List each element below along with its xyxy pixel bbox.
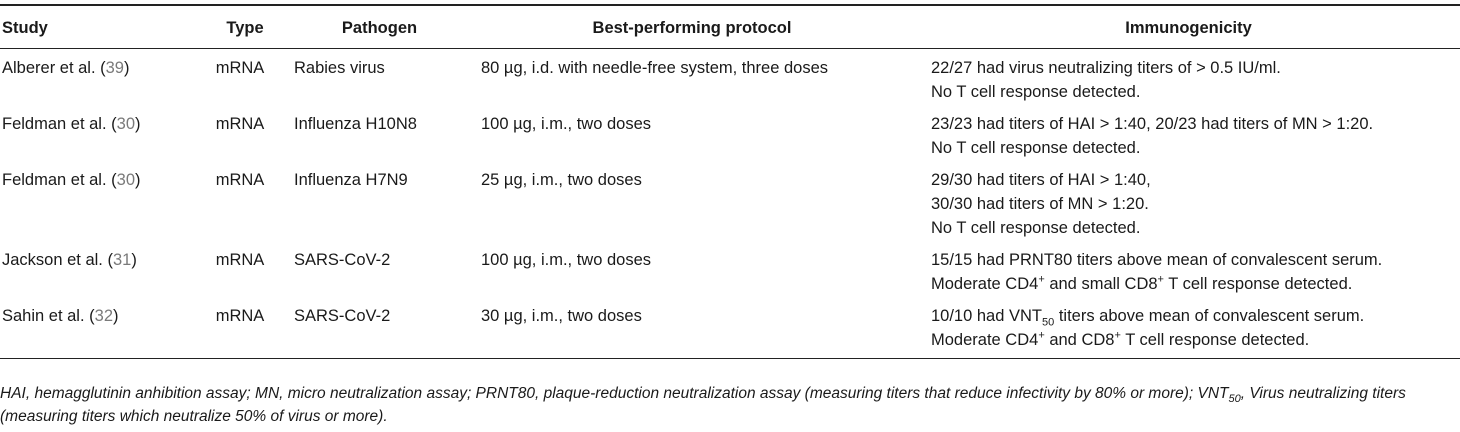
cell-study: Jackson et al. (31) xyxy=(0,241,198,297)
table-row: Feldman et al. (30) mRNA Influenza H10N8… xyxy=(0,105,1460,161)
immunogenicity-line: 29/30 had titers of HAI > 1:40, xyxy=(931,171,1151,189)
header-study: Study xyxy=(0,4,198,49)
reference-link[interactable]: 39 xyxy=(105,59,124,77)
subscript: 50 xyxy=(1042,316,1055,329)
reference-link[interactable]: 30 xyxy=(116,115,135,133)
cell-pathogen: SARS-CoV-2 xyxy=(294,251,391,269)
immunogenicity-line: No T cell response detected. xyxy=(931,219,1141,237)
immunogenicity-line: Moderate CD4+ and small CD8+ T cell resp… xyxy=(931,272,1460,296)
immunogenicity-line: Moderate CD4+ and CD8+ T cell response d… xyxy=(931,328,1460,352)
study-text-close: ) xyxy=(135,171,141,189)
study-text: Jackson et al. ( xyxy=(2,251,113,269)
study-text: Feldman et al. ( xyxy=(2,115,117,133)
cell-type: mRNA xyxy=(198,297,292,359)
table-row: Jackson et al. (31) mRNA SARS-CoV-2 100 … xyxy=(0,241,1460,297)
cell-immunogenicity: 15/15 had PRNT80 titers above mean of co… xyxy=(917,241,1460,297)
cell-pathogen: Influenza H7N9 xyxy=(294,171,408,189)
study-text: Alberer et al. ( xyxy=(2,59,106,77)
immunogenicity-line: No T cell response detected. xyxy=(931,83,1141,101)
header-type: Type xyxy=(198,4,292,49)
immunogenicity-line: 23/23 had titers of HAI > 1:40, 20/23 ha… xyxy=(931,115,1374,133)
table-row: Alberer et al. (39) mRNA Rabies virus 80… xyxy=(0,49,1460,106)
immunogenicity-text: T cell response detected. xyxy=(1120,331,1310,349)
reference-link[interactable]: 30 xyxy=(116,171,135,189)
study-text-close: ) xyxy=(123,59,130,77)
study-text-close: ) xyxy=(113,307,119,325)
immunogenicity-text: Moderate CD4 xyxy=(931,275,1039,293)
table-footnote: HAI, hemagglutinin anhibition assay; MN,… xyxy=(0,382,1455,428)
cell-pathogen: Influenza H10N8 xyxy=(294,115,417,133)
header-pathogen: Pathogen xyxy=(292,4,467,49)
reference-link[interactable]: 32 xyxy=(94,307,113,325)
header-protocol: Best-performing protocol xyxy=(467,4,917,49)
immunogenicity-line: 10/10 had VNT50 titers above mean of con… xyxy=(931,304,1460,328)
cell-immunogenicity: 23/23 had titers of HAI > 1:40, 20/23 ha… xyxy=(917,105,1460,161)
cell-study: Sahin et al. (32) xyxy=(0,297,198,359)
table-row: Sahin et al. (32) mRNA SARS-CoV-2 30 µg,… xyxy=(0,297,1460,359)
table-row: Feldman et al. (30) mRNA Influenza H7N9 … xyxy=(0,161,1460,241)
cell-type: mRNA xyxy=(215,59,265,77)
subscript: 50 xyxy=(1228,393,1241,406)
cell-type: mRNA xyxy=(215,171,265,189)
cell-protocol: 100 µg, i.m., two doses xyxy=(481,251,652,269)
immunogenicity-line: No T cell response detected. xyxy=(931,139,1141,157)
immunogenicity-table: Study Type Pathogen Best-performing prot… xyxy=(0,4,1460,359)
immunogenicity-text: T cell response detected. xyxy=(1163,275,1353,293)
cell-immunogenicity: 22/27 had virus neutralizing titers of >… xyxy=(917,49,1460,106)
cell-protocol: 30 µg, i.m., two doses xyxy=(467,297,917,359)
immunogenicity-line: 22/27 had virus neutralizing titers of >… xyxy=(931,59,1281,77)
cell-study: Feldman et al. (30) xyxy=(0,161,198,241)
immunogenicity-text: Moderate CD4 xyxy=(931,331,1039,349)
cell-immunogenicity: 29/30 had titers of HAI > 1:40, 30/30 ha… xyxy=(917,161,1460,241)
immunogenicity-line: 15/15 had PRNT80 titers above mean of co… xyxy=(931,251,1383,269)
immunogenicity-text: titers above mean of convalescent serum. xyxy=(1054,307,1365,325)
study-text: Feldman et al. ( xyxy=(2,171,117,189)
cell-pathogen: Rabies virus xyxy=(294,59,385,77)
cell-type: mRNA xyxy=(215,251,265,269)
cell-protocol: 100 µg, i.m., two doses xyxy=(481,115,652,133)
cell-study: Alberer et al. (39) xyxy=(0,49,198,106)
immunogenicity-text: and CD8 xyxy=(1044,331,1115,349)
cell-type: mRNA xyxy=(215,115,265,133)
footnote-text: , Virus neutralizing titers (measuring t… xyxy=(0,385,1406,425)
cell-immunogenicity: 10/10 had VNT50 titers above mean of con… xyxy=(917,297,1460,359)
footnote-text: HAI, hemagglutinin anhibition assay; MN,… xyxy=(0,385,1229,402)
reference-link[interactable]: 31 xyxy=(112,251,132,269)
superscript: + xyxy=(1038,273,1045,286)
cell-study: Feldman et al. (30) xyxy=(0,105,198,161)
cell-protocol: 25 µg, i.m., two doses xyxy=(481,171,642,189)
study-text-close: ) xyxy=(131,251,137,269)
superscript: + xyxy=(1114,329,1121,342)
study-text: Sahin et al. ( xyxy=(2,307,95,325)
immunogenicity-line: 30/30 had titers of MN > 1:20. xyxy=(931,195,1149,213)
header-immunogenicity: Immunogenicity xyxy=(917,4,1460,49)
cell-pathogen: SARS-CoV-2 xyxy=(292,297,467,359)
immunogenicity-text: 10/10 had VNT xyxy=(931,307,1042,325)
table-header-row: Study Type Pathogen Best-performing prot… xyxy=(0,4,1460,49)
cell-protocol: 80 µg, i.d. with needle-free system, thr… xyxy=(481,59,829,77)
study-text-close: ) xyxy=(135,115,141,133)
immunogenicity-text: and small CD8 xyxy=(1044,275,1158,293)
superscript: + xyxy=(1038,329,1045,342)
superscript: + xyxy=(1157,273,1164,286)
